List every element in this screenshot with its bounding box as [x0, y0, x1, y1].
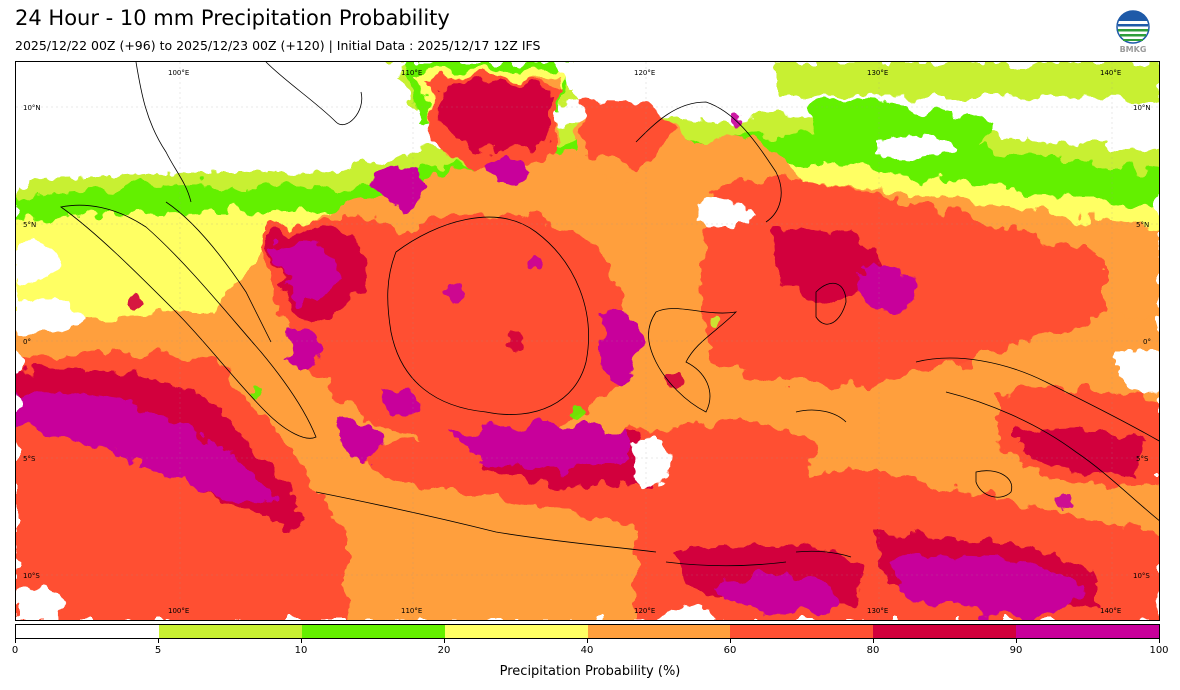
lon-label-bottom-100: 100°E: [168, 607, 189, 615]
colorbar: [15, 624, 1160, 639]
lon-label-top-130: 130°E: [867, 69, 888, 77]
colorbar-segment-0-5: [16, 625, 159, 638]
lat-label-left-0: 0°: [23, 338, 31, 346]
lon-label-bottom-110: 110°E: [401, 607, 422, 615]
colorbar-segment-90-100: [1016, 625, 1159, 638]
lon-label-top-110: 110°E: [401, 69, 422, 77]
colorbar-label-5: 5: [154, 645, 162, 656]
colorbar-label-80: 80: [866, 645, 880, 656]
colorbar-label-60: 60: [723, 645, 737, 656]
lat-label-right-0: 0°: [1143, 338, 1151, 346]
colorbar-label-10: 10: [294, 645, 308, 656]
colorbar-tick: [1016, 639, 1017, 643]
colorbar-segment-10-20: [301, 625, 445, 638]
colorbar-label-20: 20: [437, 645, 451, 656]
colorbar-segment-40-60: [587, 625, 731, 638]
probability-field: [16, 62, 1159, 620]
page-subtitle: 2025/12/22 00Z (+96) to 2025/12/23 00Z (…: [15, 38, 541, 53]
colorbar-tick: [587, 639, 588, 643]
colorbar-tick: [1159, 639, 1160, 643]
colorbar-tick: [158, 639, 159, 643]
colorbar-label-100: 100: [1149, 645, 1169, 656]
lat-label-left-5n: 5°N: [23, 221, 36, 229]
lat-label-left-10n: 10°N: [23, 104, 41, 112]
dry-areas: [16, 62, 1159, 620]
coastlines: [60, 62, 1159, 567]
lon-label-bottom-120: 120°E: [634, 607, 655, 615]
lat-label-right-5n: 5°N: [1136, 221, 1149, 229]
bmkg-logo-label: BMKG: [1119, 45, 1147, 54]
lon-label-bottom-130: 130°E: [867, 607, 888, 615]
lat-label-right-10s: 10°S: [1133, 572, 1150, 580]
colorbar-segment-60-80: [730, 625, 874, 638]
colorbar-label-90: 90: [1009, 645, 1023, 656]
colorbar-title: Precipitation Probability (%): [499, 664, 681, 679]
colorbar-segment-5-10: [158, 625, 302, 638]
map-canvas: 100°E 110°E 120°E 130°E 140°E 100°E 110°…: [16, 62, 1159, 620]
colorbar-segment-20-40: [444, 625, 588, 638]
lon-label-bottom-140: 140°E: [1100, 607, 1121, 615]
colorbar-tick: [873, 639, 874, 643]
lon-label-top-100: 100°E: [168, 69, 189, 77]
lat-label-right-10n: 10°N: [1133, 104, 1151, 112]
lon-label-top-120: 120°E: [634, 69, 655, 77]
lon-label-top-140: 140°E: [1100, 69, 1121, 77]
lat-label-left-10s: 10°S: [23, 572, 40, 580]
colorbar-label-40: 40: [580, 645, 594, 656]
lat-label-right-5s: 5°S: [1136, 455, 1149, 463]
prob-90-100: [16, 156, 1084, 617]
page-title: 24 Hour - 10 mm Precipitation Probabilit…: [15, 6, 450, 30]
precipitation-map: 100°E 110°E 120°E 130°E 140°E 100°E 110°…: [15, 61, 1160, 621]
lat-label-left-5s: 5°S: [23, 455, 36, 463]
colorbar-tick: [15, 639, 16, 643]
bmkg-logo-icon: [1116, 10, 1150, 44]
texture-speckles: [128, 116, 1074, 510]
colorbar-tick: [301, 639, 302, 643]
graticule: [16, 62, 1159, 620]
colorbar-tick: [730, 639, 731, 643]
colorbar-segment-80-90: [873, 625, 1017, 638]
colorbar-label-0: 0: [11, 645, 19, 656]
colorbar-tick: [444, 639, 445, 643]
